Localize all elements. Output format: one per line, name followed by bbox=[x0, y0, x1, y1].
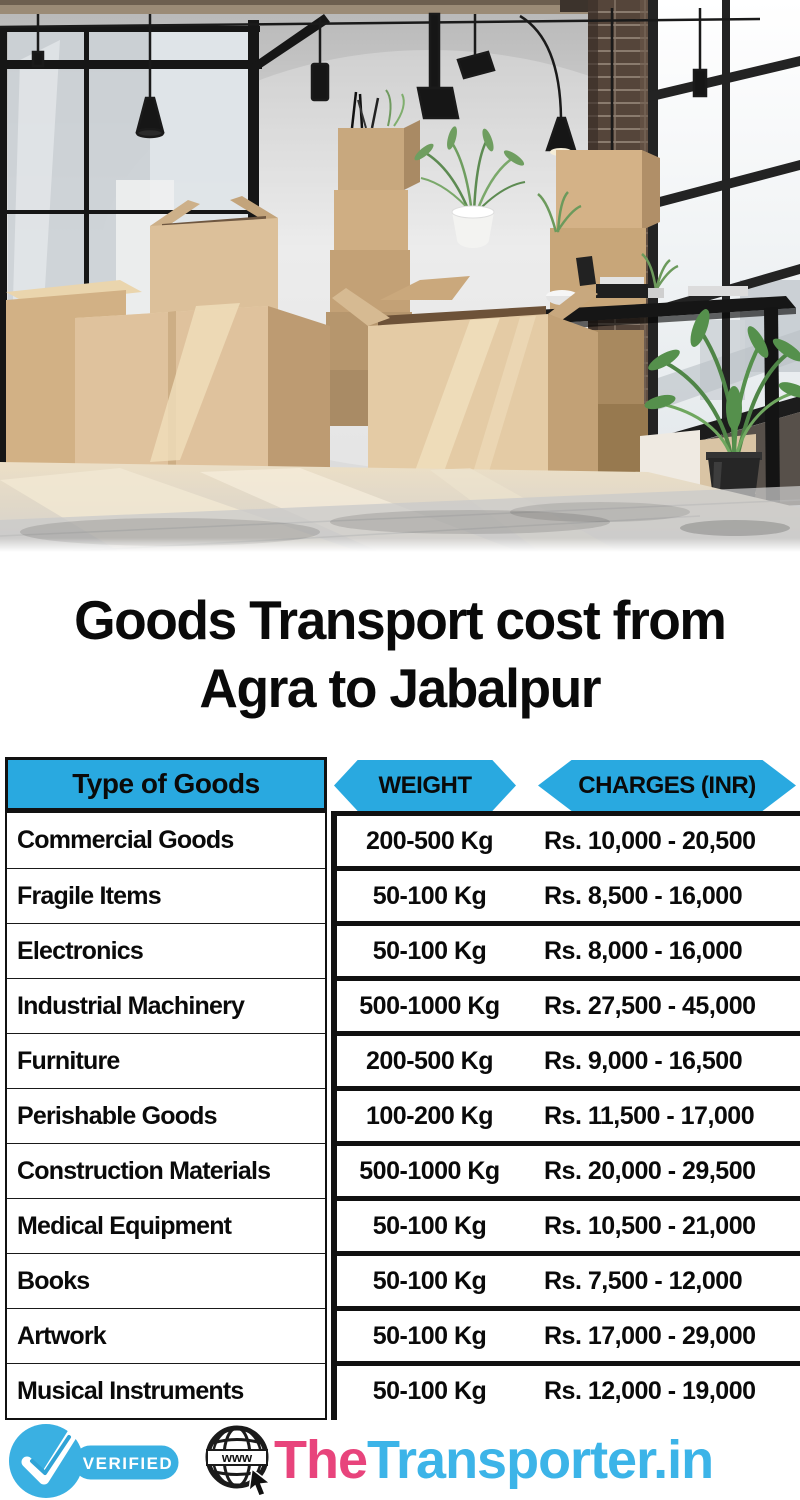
verified-badge-icon: VERIFIED bbox=[9, 1424, 182, 1498]
weight-cell: 50-100 Kg bbox=[372, 1266, 487, 1295]
weight-cell: 200-500 Kg bbox=[365, 1046, 494, 1075]
weight-cell: 50-100 Kg bbox=[372, 936, 487, 965]
goods-cell: Perishable Goods bbox=[7, 1088, 325, 1143]
goods-cell: Fragile Items bbox=[7, 868, 325, 923]
table-row: 50-100 Kg Rs. 17,000 - 29,000 bbox=[337, 1306, 800, 1361]
table-row: 50-100 Kg Rs. 8,000 - 16,000 bbox=[337, 921, 800, 976]
fern-plant bbox=[414, 126, 582, 248]
weight-cell: 50-100 Kg bbox=[372, 1376, 487, 1405]
weight-cell: 200-500 Kg bbox=[365, 826, 494, 855]
charges-cell: Rs. 11,500 - 17,000 bbox=[544, 1101, 755, 1130]
charges-cell: Rs. 8,500 - 16,000 bbox=[544, 881, 743, 910]
page-title-line1: Goods Transport cost from bbox=[74, 589, 727, 652]
goods-cell: Furniture bbox=[7, 1033, 325, 1088]
table-row: 50-100 Kg Rs. 10,500 - 21,000 bbox=[337, 1196, 800, 1251]
table-row: 200-500 Kg Rs. 10,000 - 20,500 bbox=[337, 811, 800, 866]
table-row: 50-100 Kg Rs. 7,500 - 12,000 bbox=[337, 1251, 800, 1306]
table-row: 500-1000 Kg Rs. 20,000 - 29,500 bbox=[337, 1141, 800, 1196]
goods-cell: Artwork bbox=[7, 1308, 325, 1363]
goods-cell: Commercial Goods bbox=[17, 826, 234, 854]
charges-cell: Rs. 20,000 - 29,500 bbox=[544, 1156, 756, 1185]
goods-column: Commercial Goods Fragile Items Electroni… bbox=[5, 811, 327, 1420]
moving-boxes-photo bbox=[0, 0, 800, 552]
weight-cell: 50-100 Kg bbox=[372, 881, 487, 910]
floor bbox=[0, 462, 800, 552]
charges-cell: Rs. 12,000 - 19,000 bbox=[544, 1376, 756, 1405]
footer: VERIFIED www TheTransporter.in bbox=[0, 1420, 800, 1500]
brand-wordmark[interactable]: TheTransporter.in bbox=[274, 1430, 714, 1490]
charges-cell: Rs. 27,500 - 45,000 bbox=[544, 991, 756, 1020]
goods-cell: Industrial Machinery bbox=[7, 978, 325, 1033]
brand-prefix: The bbox=[274, 1430, 368, 1490]
weight-column-header: WEIGHT bbox=[334, 760, 516, 811]
page-title-line2: Agra to Jabalpur bbox=[199, 656, 602, 719]
charges-cell: Rs. 17,000 - 29,000 bbox=[544, 1321, 756, 1350]
weight-cell: 100-200 Kg bbox=[365, 1101, 494, 1130]
charges-cell: Rs. 8,000 - 16,000 bbox=[544, 936, 743, 965]
cursor-icon bbox=[247, 1467, 272, 1497]
goods-cell: Construction Materials bbox=[7, 1143, 325, 1198]
www-label: www bbox=[221, 1450, 253, 1465]
goods-cell: Books bbox=[7, 1253, 325, 1308]
goods-cell: Musical Instruments bbox=[7, 1363, 325, 1418]
verified-label: VERIFIED bbox=[83, 1454, 173, 1473]
table-row: 500-1000 Kg Rs. 27,500 - 45,000 bbox=[337, 976, 800, 1031]
goods-column-header: Type of Goods bbox=[5, 757, 327, 811]
weight-cell: 500-1000 Kg bbox=[359, 1156, 500, 1185]
rates-table: Type of Goods WEIGHT CHARGES (INR) Comme… bbox=[0, 757, 800, 1420]
charges-cell: Rs. 7,500 - 12,000 bbox=[544, 1266, 743, 1295]
open-box bbox=[332, 276, 598, 518]
globe-www-icon: www bbox=[205, 1425, 272, 1497]
title-section: Goods Transport cost from Agra to Jabalp… bbox=[0, 552, 800, 757]
charges-column-header: CHARGES (INR) bbox=[538, 760, 796, 811]
weight-cell: 500-1000 Kg bbox=[359, 991, 500, 1020]
table-row: 200-500 Kg Rs. 9,000 - 16,500 bbox=[337, 1031, 800, 1086]
goods-cell: Medical Equipment bbox=[7, 1198, 325, 1253]
charges-cell: Rs. 10,500 - 21,000 bbox=[544, 1211, 756, 1240]
charges-cell: Rs. 10,000 - 20,500 bbox=[544, 826, 756, 855]
page-title: Goods Transport cost from Agra to Jabalp… bbox=[74, 587, 727, 721]
charges-cell: Rs. 9,000 - 16,500 bbox=[544, 1046, 743, 1075]
table-row: 50-100 Kg Rs. 8,500 - 16,000 bbox=[337, 866, 800, 921]
weight-cell: 50-100 Kg bbox=[372, 1211, 487, 1240]
goods-cell: Electronics bbox=[7, 923, 325, 978]
table-row: 50-100 Kg Rs. 12,000 - 19,000 bbox=[337, 1361, 800, 1416]
weight-charges-panel: 200-500 Kg Rs. 10,000 - 20,500 50-100 Kg R… bbox=[331, 811, 800, 1420]
weight-cell: 50-100 Kg bbox=[372, 1321, 487, 1350]
table-row: 100-200 Kg Rs. 11,500 - 17,000 bbox=[337, 1086, 800, 1141]
brand-suffix: Transporter.in bbox=[367, 1430, 714, 1490]
